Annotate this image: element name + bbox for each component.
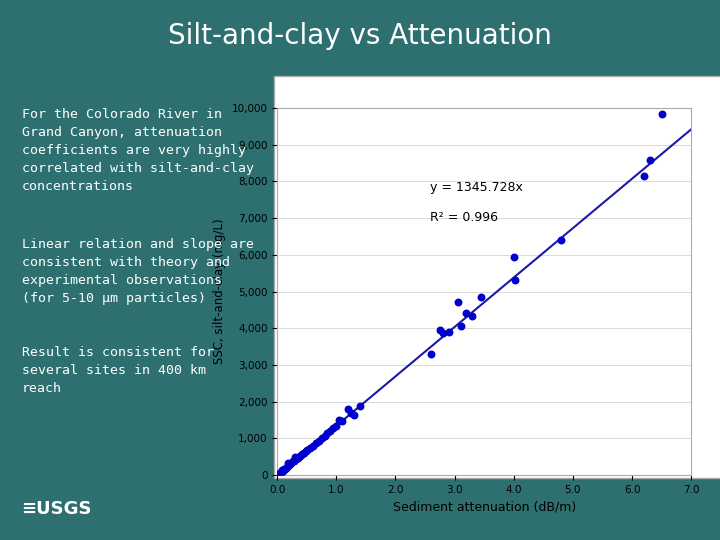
- Point: [343, 404, 354, 413]
- Point: [333, 415, 345, 424]
- Point: [316, 434, 328, 442]
- Point: [289, 453, 301, 461]
- Point: [508, 253, 520, 262]
- Point: [286, 459, 297, 468]
- Point: [346, 409, 357, 418]
- Point: [461, 309, 472, 318]
- Point: [455, 321, 467, 330]
- Point: [297, 450, 308, 459]
- Y-axis label: SSC, silt-and-clay (mg/L): SSC, silt-and-clay (mg/L): [213, 219, 226, 364]
- Point: [301, 446, 312, 455]
- Point: [437, 329, 449, 338]
- Point: [328, 424, 339, 433]
- Point: [555, 235, 567, 244]
- Point: [273, 470, 284, 478]
- Point: [282, 459, 294, 468]
- Text: For the Colorado River in
Grand Canyon, attenuation
coefficients are very highly: For the Colorado River in Grand Canyon, …: [22, 108, 253, 193]
- Text: y = 1345.728x: y = 1345.728x: [431, 181, 523, 194]
- Point: [307, 441, 318, 450]
- Point: [287, 456, 298, 465]
- Point: [644, 156, 655, 165]
- Point: [283, 461, 294, 470]
- Text: Result is consistent for
several sites in 400 km
reach: Result is consistent for several sites i…: [22, 346, 214, 395]
- Point: [292, 454, 304, 462]
- Point: [322, 429, 333, 437]
- Point: [330, 421, 342, 430]
- Point: [434, 326, 446, 334]
- Point: [638, 172, 649, 180]
- Point: [319, 431, 330, 440]
- Point: [509, 276, 521, 285]
- Point: [290, 455, 302, 464]
- Point: [475, 293, 487, 302]
- Point: [452, 298, 464, 307]
- Text: R² = 0.996: R² = 0.996: [431, 211, 498, 224]
- Point: [304, 444, 315, 453]
- X-axis label: Sediment attenuation (dB/m): Sediment attenuation (dB/m): [392, 501, 576, 514]
- Point: [354, 402, 366, 410]
- Point: [656, 109, 667, 118]
- Point: [298, 449, 310, 457]
- Point: [310, 439, 321, 448]
- Point: [288, 457, 300, 465]
- Point: [312, 436, 324, 445]
- Point: [284, 460, 296, 469]
- Point: [300, 447, 311, 456]
- Text: Linear relation and slope are
consistent with theory and
experimental observatio: Linear relation and slope are consistent…: [22, 238, 253, 305]
- Text: Silt-and-clay vs Attenuation: Silt-and-clay vs Attenuation: [168, 22, 552, 50]
- Point: [443, 328, 454, 336]
- Point: [277, 466, 289, 475]
- Point: [282, 462, 293, 471]
- Point: [348, 410, 360, 419]
- Point: [336, 416, 348, 425]
- Text: ≡USGS: ≡USGS: [22, 501, 92, 518]
- Point: [280, 463, 292, 472]
- Point: [295, 451, 307, 460]
- Point: [426, 350, 437, 359]
- Point: [275, 468, 287, 477]
- Point: [276, 466, 288, 475]
- Point: [467, 312, 478, 320]
- Point: [279, 464, 291, 473]
- Point: [325, 427, 336, 435]
- Point: [294, 452, 305, 461]
- Point: [274, 469, 285, 477]
- Point: [279, 465, 290, 474]
- Point: [276, 467, 288, 475]
